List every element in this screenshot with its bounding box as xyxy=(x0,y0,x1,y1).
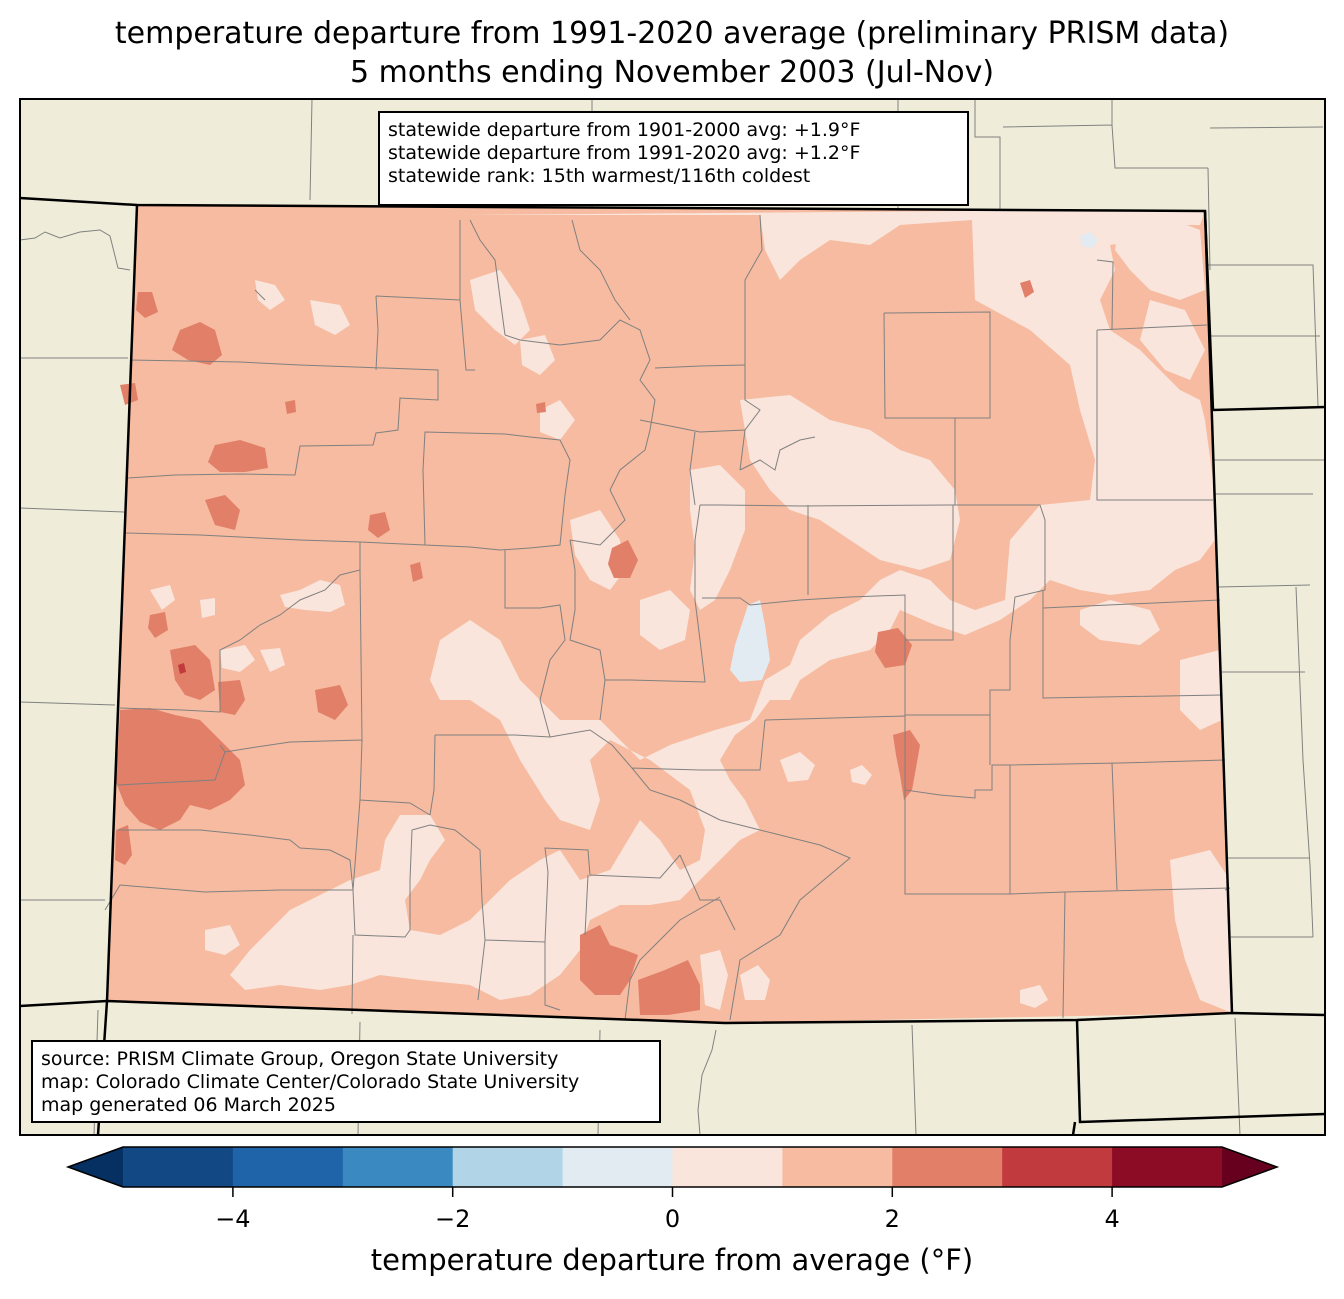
colorbar-tick-label: 4 xyxy=(1104,1205,1120,1233)
colorbar-ticks xyxy=(232,1187,1113,1197)
colorbar-bin xyxy=(782,1147,893,1187)
colorbar-bin xyxy=(1112,1147,1223,1187)
colorbar-bin xyxy=(452,1147,564,1187)
colorado-county-lines xyxy=(104,214,1231,1021)
colorbar-under-arrow xyxy=(68,1147,123,1187)
colorbar-bin xyxy=(232,1147,344,1187)
colorbar-bin xyxy=(672,1147,783,1187)
statewide-stats-box: statewide departure from 1901-2000 avg: … xyxy=(378,111,969,206)
stats-rank: statewide rank: 15th warmest/116th colde… xyxy=(388,165,811,187)
colorbar xyxy=(65,1146,1280,1197)
departure-band-3-to-4 xyxy=(178,663,186,674)
colorbar-bin xyxy=(1002,1147,1113,1187)
stats-departure-1901-2000: statewide departure from 1901-2000 avg: … xyxy=(388,119,861,141)
map-generated-line: map generated 06 March 2025 xyxy=(41,1094,336,1116)
map-frame xyxy=(19,98,1326,1136)
departure-band-0-to-1 xyxy=(150,211,1232,1013)
departure-band-minus1-to-0 xyxy=(730,232,1098,682)
colorbar-bin xyxy=(342,1147,454,1187)
map-title: temperature departure from 1991-2020 ave… xyxy=(114,16,1230,51)
colorbar-outline xyxy=(65,1146,1280,1188)
stats-departure-1991-2020: statewide departure from 1991-2020 avg: … xyxy=(388,142,861,164)
colorbar-bin xyxy=(562,1147,673,1187)
source-line: source: PRISM Climate Group, Oregon Stat… xyxy=(41,1048,559,1070)
source-box: source: PRISM Climate Group, Oregon Stat… xyxy=(31,1040,661,1123)
colorbar-tick-label: 0 xyxy=(664,1205,681,1233)
colorbar-bin xyxy=(123,1147,234,1187)
colorbar-tick-label: −2 xyxy=(434,1205,471,1233)
map-credit-line: map: Colorado Climate Center/Colorado St… xyxy=(41,1071,580,1093)
colorbar-tick-label: −4 xyxy=(215,1205,251,1233)
map-subtitle: 5 months ending November 2003 (Jul-Nov) xyxy=(349,55,995,90)
state-borders xyxy=(19,196,1326,1136)
colorbar-over-arrow xyxy=(1222,1147,1277,1187)
colorbar-tick-label: 2 xyxy=(884,1205,900,1233)
colorbar-bin xyxy=(892,1147,1003,1187)
colorbar-label: temperature departure from average (°F) xyxy=(370,1243,974,1277)
departure-band-2-to-3 xyxy=(115,280,1034,1015)
colorbar-bins xyxy=(123,1147,1223,1187)
